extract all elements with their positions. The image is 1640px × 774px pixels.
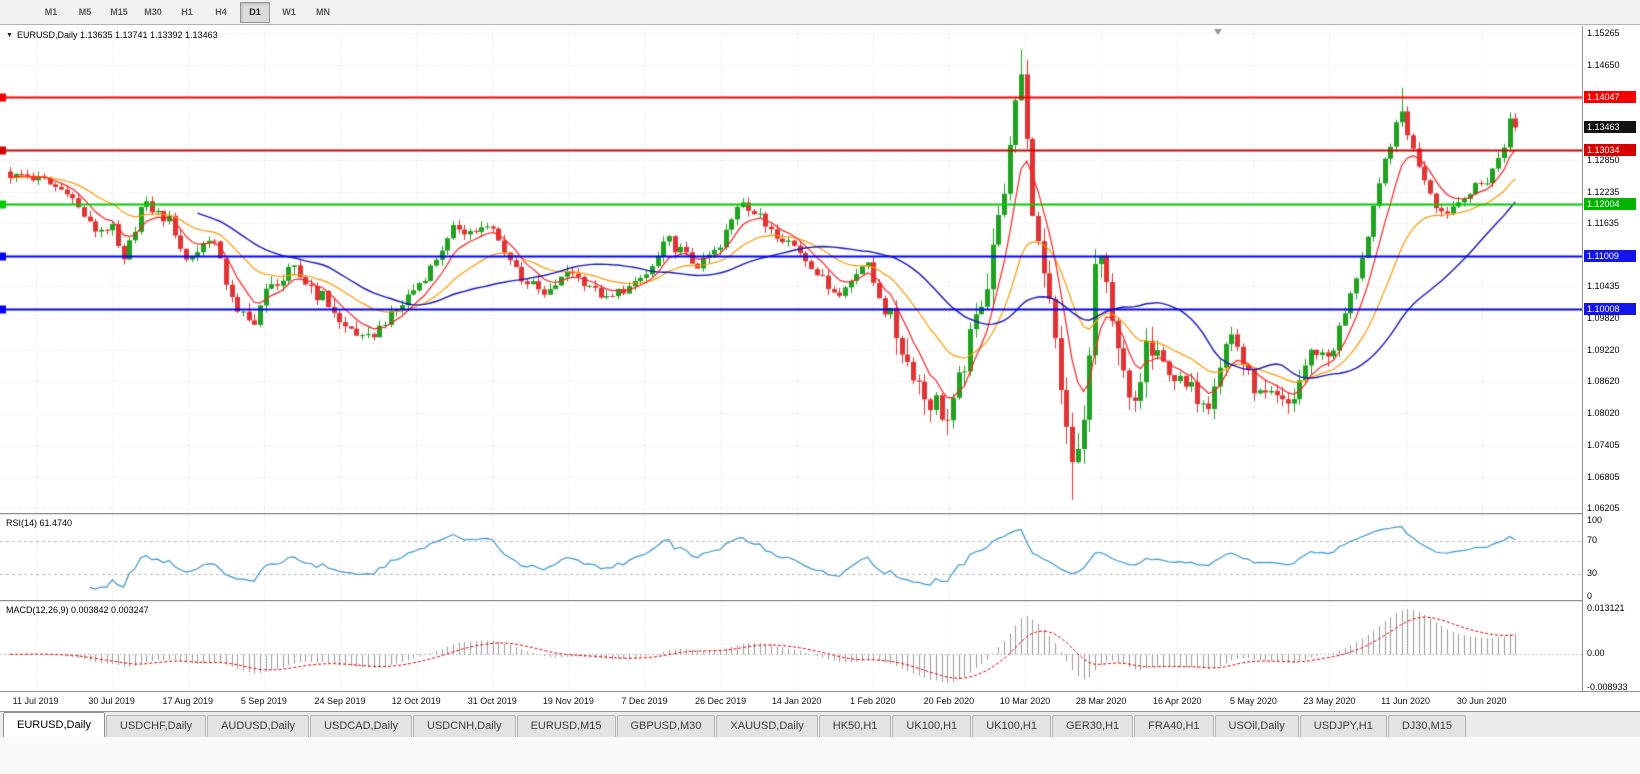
chart-tab-usdjpy-h1[interactable]: USDJPY,H1 — [1299, 715, 1387, 737]
timeframe-toolbar: M1 M5 M15 M30 H1 H4 D1 W1 MN — [0, 0, 1640, 25]
date-axis-label: 11 Jun 2020 — [1381, 696, 1431, 706]
date-axis-label: 5 May 2020 — [1229, 696, 1277, 706]
rsi-axis-label: 100 — [1587, 515, 1603, 525]
date-axis-label: 14 Jan 2020 — [771, 696, 822, 706]
date-axis-label: 28 Mar 2020 — [1075, 696, 1127, 706]
rsi-label: RSI(14) 61.4740 — [6, 518, 73, 528]
date-axis-label: 30 Jun 2020 — [1456, 696, 1507, 706]
date-axis-label: 19 Nov 2019 — [542, 696, 594, 706]
chart-tab-dj30-m15[interactable]: DJ30,M15 — [1387, 715, 1466, 737]
price-axis-label: 1.08620 — [1587, 376, 1620, 387]
price-axis-label: 1.07405 — [1587, 440, 1620, 451]
timeframe-button-d1[interactable]: D1 — [240, 1, 270, 23]
date-axis-label: 10 Mar 2020 — [999, 696, 1051, 706]
date-axis-label: 5 Sep 2019 — [240, 696, 287, 706]
date-axis-label: 23 May 2020 — [1303, 696, 1356, 706]
chart-tab-usdchf-daily[interactable]: USDCHF,Daily — [105, 715, 207, 737]
time-axis[interactable]: 11 Jul 2019 30 Jul 2019 17 Aug 2019 5 Sep 2… — [0, 691, 1640, 711]
rsi-canvas[interactable] — [0, 515, 1582, 600]
price-axis-label: 1.14650 — [1587, 60, 1620, 71]
chart-tab-usdcad-daily[interactable]: USDCAD,Daily — [310, 715, 413, 737]
rsi-axis-label: 30 — [1587, 567, 1598, 578]
macd-canvas[interactable] — [0, 602, 1582, 691]
price-axis-label: 1.12235 — [1587, 186, 1620, 197]
pane-separator[interactable] — [0, 513, 1640, 515]
chart-tab-uk100-h1[interactable]: UK100,H1 — [972, 715, 1051, 737]
pane-separator[interactable] — [0, 600, 1640, 602]
price-tag-1.10008[interactable]: 1.10008 — [1584, 302, 1636, 315]
chart-tab-eurusd-m15[interactable]: EURUSD,M15 — [516, 715, 616, 737]
dropdown-arrow-icon: ▼ — [6, 31, 13, 39]
price-axis-label: 1.06205 — [1587, 503, 1620, 513]
date-axis-label: 17 Aug 2019 — [162, 696, 214, 706]
chart-tab-usdcnh-daily[interactable]: USDCNH,Daily — [413, 715, 516, 737]
date-axis-label: 30 Jul 2019 — [88, 696, 135, 706]
price-axis-label: 1.08020 — [1587, 407, 1620, 418]
rsi-axis-label: 70 — [1587, 535, 1598, 546]
date-axis-label: 1 Feb 2020 — [850, 696, 896, 706]
date-axis-label: 16 Apr 2020 — [1152, 696, 1202, 706]
chart-tab-fra40-h1[interactable]: FRA40,H1 — [1134, 715, 1214, 737]
chart-tab-gbpusd-m30[interactable]: GBPUSD,M30 — [616, 715, 716, 737]
price-axis-column[interactable]: 1.15265 1.14650 1.14047 1.13463 1.13034 1.128… — [1582, 26, 1640, 692]
chart-tab-ger30-h1[interactable]: GER30,H1 — [1051, 715, 1134, 737]
price-tag-1.13463[interactable]: 1.13463 — [1584, 121, 1636, 134]
chart-ohlc-header: ▼ EURUSD,Daily 1.13635 1.13741 1.13392 1… — [6, 30, 218, 40]
date-axis-label: 24 Sep 2019 — [314, 696, 366, 706]
price-axis-label: 1.15265 — [1587, 28, 1620, 38]
price-chart-pane: ▼ EURUSD,Daily 1.13635 1.13741 1.13392 1… — [0, 26, 1582, 513]
date-axis-label: 20 Feb 2020 — [923, 696, 975, 706]
price-chart-canvas[interactable] — [0, 26, 1582, 513]
price-axis-label: 1.06805 — [1587, 471, 1620, 482]
window-bottom-area — [0, 737, 1640, 774]
date-axis-label: 7 Dec 2019 — [621, 696, 668, 706]
chart-tab-xauusd-daily[interactable]: XAUUSD,Daily — [716, 715, 818, 737]
date-axis-label: 31 Oct 2019 — [467, 696, 517, 706]
rsi-indicator-pane: RSI(14) 61.4740 — [0, 515, 1582, 600]
macd-axis-label: 0.013121 — [1587, 603, 1625, 613]
rsi-axis-label: 0 — [1587, 591, 1593, 601]
date-axis-label: 26 Dec 2019 — [695, 696, 747, 706]
timeframe-button-m15[interactable]: M15 — [110, 7, 128, 17]
timeframe-button-h1[interactable]: H1 — [181, 7, 193, 17]
chart-tab-audusd-daily[interactable]: AUDUSD,Daily — [207, 715, 310, 737]
macd-axis-label: -0.008933 — [1587, 682, 1628, 692]
date-axis-label: 11 Jul 2019 — [12, 696, 59, 706]
price-tag-1.12004[interactable]: 1.12004 — [1584, 197, 1636, 210]
chart-tabs-bar: EURUSD,Daily USDCHF,Daily AUDUSD,Daily USDC… — [0, 711, 1640, 737]
timeframe-button-m30[interactable]: M30 — [144, 7, 162, 17]
chart-tab-eurusd-daily[interactable]: EURUSD,Daily — [3, 712, 105, 737]
price-axis-label: 1.11635 — [1587, 218, 1619, 229]
chart-tab-hk50-h1[interactable]: HK50,H1 — [818, 715, 892, 737]
price-tag-1.13034[interactable]: 1.13034 — [1584, 143, 1636, 156]
price-axis-label: 1.09820 — [1587, 313, 1620, 324]
price-tag-1.14047[interactable]: 1.14047 — [1584, 90, 1636, 103]
timeframe-button-h4[interactable]: H4 — [215, 7, 227, 17]
ohlc-text: EURUSD,Daily 1.13635 1.13741 1.13392 1.1… — [16, 30, 218, 40]
macd-label: MACD(12,26,9) 0.003842 0.003247 — [6, 605, 149, 615]
timeframe-button-mn[interactable]: MN — [316, 7, 330, 17]
timeframe-button-w1[interactable]: W1 — [282, 7, 296, 17]
price-axis-label: 1.12850 — [1587, 154, 1620, 165]
price-axis-label: 1.10435 — [1587, 281, 1620, 292]
macd-indicator-pane: MACD(12,26,9) 0.003842 0.003247 — [0, 602, 1582, 691]
chart-tab-uk100-h1[interactable]: UK100,H1 — [892, 715, 972, 737]
price-axis-label: 1.09220 — [1587, 344, 1620, 355]
chart-tab-usoil-daily[interactable]: USOil,Daily — [1214, 715, 1299, 737]
price-tag-1.11009[interactable]: 1.11009 — [1584, 250, 1636, 263]
timeframe-button-m1[interactable]: M1 — [44, 7, 58, 17]
macd-axis-label: 0.00 — [1587, 648, 1605, 659]
date-axis-label: 12 Oct 2019 — [391, 696, 441, 706]
timeframe-button-m5[interactable]: M5 — [78, 7, 92, 17]
